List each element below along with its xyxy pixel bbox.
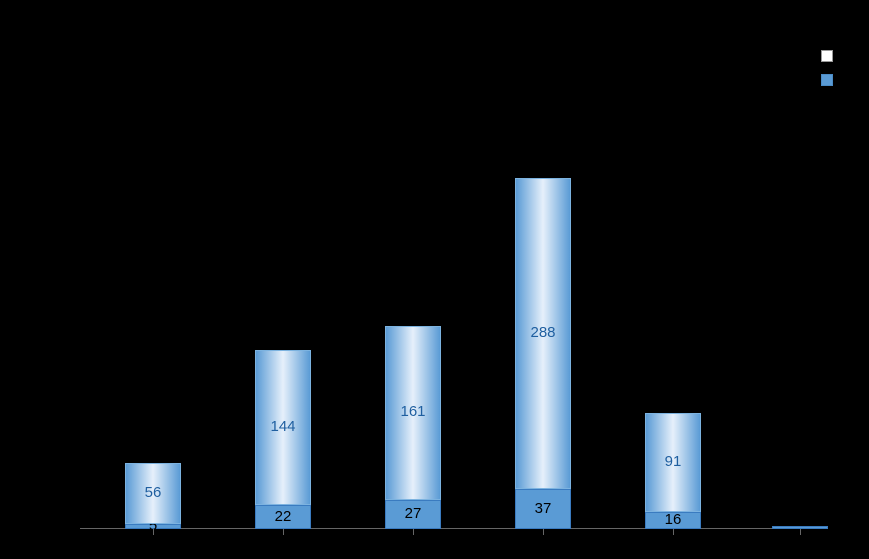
bar-bottom-segment [255,505,311,529]
legend-swatch-top [821,50,833,62]
x-tick [413,529,414,535]
legend-item-series-bottom [821,74,839,86]
bar-group-1: 22144 [255,350,311,529]
legend [821,50,839,86]
bar-group-0: 556 [125,463,181,529]
bar-top-segment [385,326,441,500]
bar-bottom-segment [385,500,441,529]
bar-top-segment [645,413,701,511]
x-tick [283,529,284,535]
bar-group-4: 1691 [645,413,701,529]
plot-area: 556 22144 27161 37288 1691 [80,30,789,529]
bar-bottom-segment [515,489,571,529]
bar-top-segment [255,350,311,506]
x-tick [153,529,154,535]
bar-bottom-segment [645,512,701,529]
x-tick [543,529,544,535]
chart-container: 556 22144 27161 37288 1691 [0,0,869,559]
bar-group-3: 37288 [515,178,571,529]
bar-group-2: 27161 [385,326,441,529]
legend-swatch-bottom [821,74,833,86]
x-tick [800,529,801,535]
bar-top-segment [125,463,181,523]
bar-top-segment [515,178,571,489]
x-tick [673,529,674,535]
legend-item-series-top [821,50,839,62]
